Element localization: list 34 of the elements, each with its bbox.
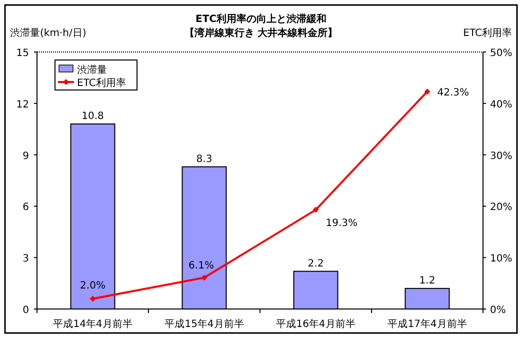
point [312,206,319,213]
y-axis-title: 渋滞量(km·h/日) [10,27,86,39]
y-tick-label: 0 [22,305,29,316]
data-label: 42.3% [437,88,470,99]
y-tick-label: 6 [22,202,29,214]
x-tick-label: 平成15年4月前半 [164,318,244,330]
point [90,296,96,302]
x-tick-label: 平成16年4月前半 [276,318,356,330]
y2-tick-label: 20% [490,202,512,214]
x-tick-label: 平成17年4月前半 [388,318,467,330]
y2-tick-label: 40% [490,99,512,110]
y-tick-label: 15 [16,48,29,59]
chart-subtitle: 【湾岸線東行き 大井本線料金所】 [184,27,338,39]
y-tick-label: 3 [22,254,29,265]
data-label: 2.2 [308,258,324,270]
legend-label: 渋滞量 [77,64,107,76]
point [424,88,430,95]
data-label: 1.2 [419,275,436,286]
y-tick-label: 12 [16,99,29,110]
y-tick-label: 9 [22,150,29,162]
y2-axis-title: ETC利用率 [463,27,512,39]
x-tick-label: 平成14年4月前半 [53,318,132,330]
data-label: 6.1% [188,260,214,272]
y2-tick-label: 0% [490,305,506,316]
data-label: 10.8 [82,110,104,122]
y2-tick-label: 30% [490,150,512,162]
data-label: 19.3% [326,218,358,229]
legend-label: ETC利用率 [77,77,126,89]
y2-tick-label: 10% [490,254,512,265]
point [201,274,208,281]
chart-title: ETC利用率の向上と渋滞緩和 [196,13,326,25]
y2-tick-label: 50% [490,48,512,59]
data-label: 8.3 [196,154,212,165]
data-label: 2.0% [80,280,106,292]
